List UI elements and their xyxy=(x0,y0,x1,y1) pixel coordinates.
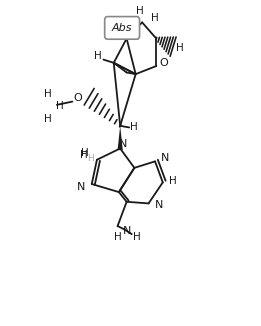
Text: H: H xyxy=(94,51,102,61)
Text: H: H xyxy=(44,88,52,98)
Text: O: O xyxy=(73,93,82,103)
Text: O: O xyxy=(160,58,168,68)
Text: H: H xyxy=(176,43,183,53)
Polygon shape xyxy=(118,126,123,150)
Text: H: H xyxy=(169,176,177,186)
Text: N: N xyxy=(118,139,127,149)
Text: N: N xyxy=(161,153,170,163)
Text: H: H xyxy=(136,6,143,16)
Text: H: H xyxy=(114,232,121,242)
Text: H: H xyxy=(80,150,88,160)
Text: H: H xyxy=(44,114,52,124)
Text: H: H xyxy=(87,154,94,163)
Text: H: H xyxy=(56,101,63,111)
Text: H: H xyxy=(81,148,89,158)
Text: Abs: Abs xyxy=(112,23,133,33)
Text: H: H xyxy=(151,12,159,22)
FancyBboxPatch shape xyxy=(105,17,140,39)
Text: H: H xyxy=(133,232,141,242)
Text: N: N xyxy=(155,200,163,210)
Text: H: H xyxy=(130,123,138,132)
Text: N: N xyxy=(122,226,131,236)
Text: N: N xyxy=(77,182,86,192)
